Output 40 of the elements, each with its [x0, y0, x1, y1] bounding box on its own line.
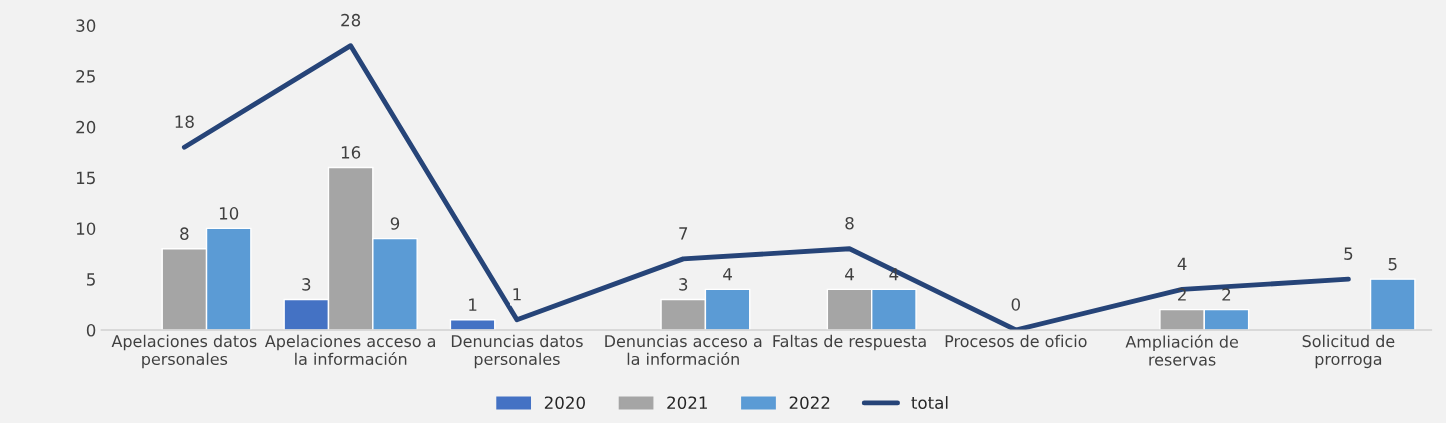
legend-label: total: [911, 396, 948, 409]
data-label: 1: [469, 298, 477, 311]
data-label: 9: [390, 217, 400, 230]
bar: [449, 319, 496, 330]
data-label: 4: [1177, 257, 1187, 270]
data-label: 10: [219, 207, 239, 220]
y-tick-label: 20: [76, 120, 96, 134]
y-tick-label: 30: [76, 19, 96, 32]
data-label: 1: [513, 288, 521, 301]
data-label: 8: [845, 216, 854, 230]
y-tick-label: 5: [87, 273, 95, 286]
x-tick-label: Procesos de oficio: [945, 334, 1087, 348]
y-tick-label: 15: [76, 171, 95, 185]
data-label: 16: [341, 146, 361, 159]
x-tick-label: Apelaciones acceso a la información: [264, 334, 435, 366]
y-tick-label: 0: [86, 323, 96, 337]
data-label: 4: [845, 268, 854, 281]
legend-label: 2021: [667, 396, 707, 409]
y-tick-label: 10: [76, 222, 96, 235]
data-label: 5: [1388, 258, 1397, 271]
data-label: 18: [175, 115, 194, 128]
legend-label: 2022: [789, 396, 830, 409]
data-label: 28: [341, 13, 361, 27]
bar: [1369, 278, 1416, 330]
data-label: 3: [679, 278, 688, 291]
data-label: 0: [1011, 298, 1021, 311]
data-label: 4: [723, 268, 732, 281]
x-tick-label: Apelaciones datos personales: [111, 334, 257, 369]
legend-label: 2020: [544, 396, 585, 409]
data-label: 8: [180, 227, 189, 240]
data-label: 7: [679, 227, 688, 240]
x-tick-label: Denuncias datos personales: [451, 334, 583, 369]
data-label: 2: [1222, 288, 1231, 301]
x-tick-label: Denuncias acceso a la información: [605, 334, 762, 366]
data-label: 5: [1344, 247, 1353, 260]
x-tick-label: Faltas de respuesta: [773, 334, 926, 351]
data-label: 3: [302, 278, 311, 291]
y-tick-label: 25: [76, 70, 95, 83]
x-tick-label: Solicitud de prorroga: [1302, 334, 1395, 369]
x-tick-label: Ampliación de reservas: [1125, 334, 1238, 366]
